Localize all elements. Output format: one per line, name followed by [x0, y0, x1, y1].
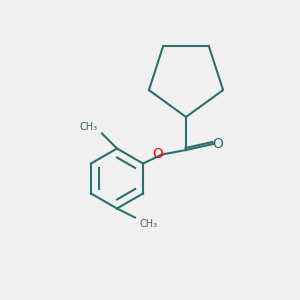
- Text: CH₃: CH₃: [80, 122, 98, 132]
- Text: O: O: [152, 148, 163, 161]
- Text: O: O: [212, 137, 223, 151]
- Text: CH₃: CH₃: [140, 219, 158, 229]
